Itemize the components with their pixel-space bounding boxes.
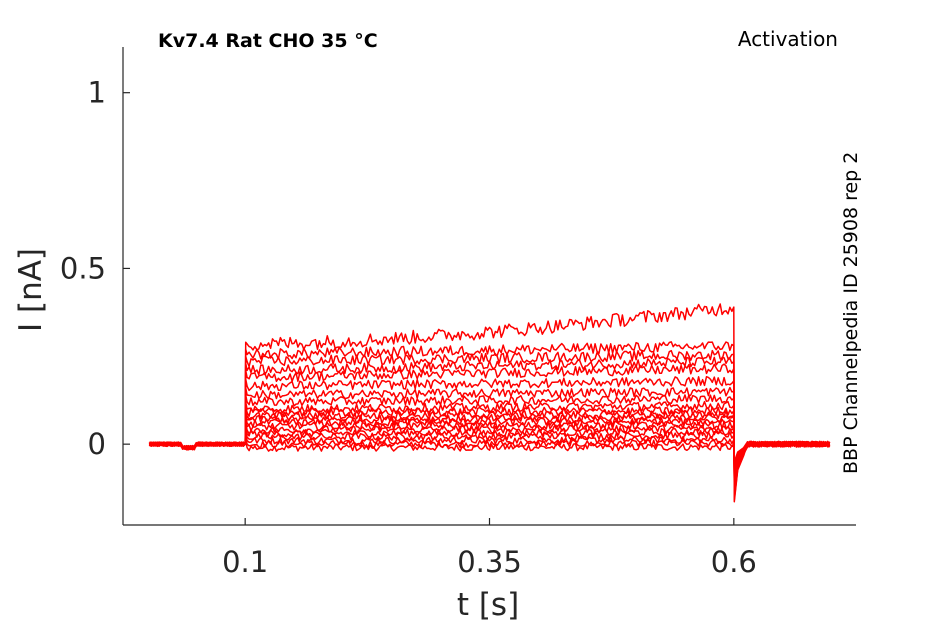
current-trace <box>149 422 831 474</box>
x-tick-label: 0.35 <box>457 545 522 579</box>
current-trace <box>149 408 831 482</box>
ticks: 0.1 0.35 0.6 0 0.5 1 <box>60 76 757 579</box>
current-trace <box>148 349 830 499</box>
chart-title: Kv7.4 Rat CHO 35 °C <box>158 30 378 52</box>
current-trace <box>148 394 831 488</box>
y-tick-label: 0.5 <box>60 251 106 285</box>
current-trace <box>148 341 830 501</box>
chart-subtitle: Activation <box>738 27 838 51</box>
current-trace <box>148 436 830 465</box>
current-trace <box>149 386 831 490</box>
traces <box>148 303 831 503</box>
current-trace <box>149 303 831 503</box>
y-tick-label: 1 <box>88 76 106 110</box>
channelpedia-annotation: BBP Channelpedia ID 25908 rep 2 <box>840 152 862 474</box>
current-trace <box>148 415 831 478</box>
current-trace <box>148 363 831 495</box>
y-tick-label: 0 <box>88 427 106 461</box>
x-tick-label: 0.6 <box>711 545 757 579</box>
current-trace <box>148 375 830 493</box>
y-axis-label: I [nA] <box>13 248 49 332</box>
current-trace <box>149 400 830 486</box>
current-trace <box>148 356 831 497</box>
x-tick-label: 0.1 <box>222 545 268 579</box>
x-axis-label: t [s] <box>457 587 519 623</box>
